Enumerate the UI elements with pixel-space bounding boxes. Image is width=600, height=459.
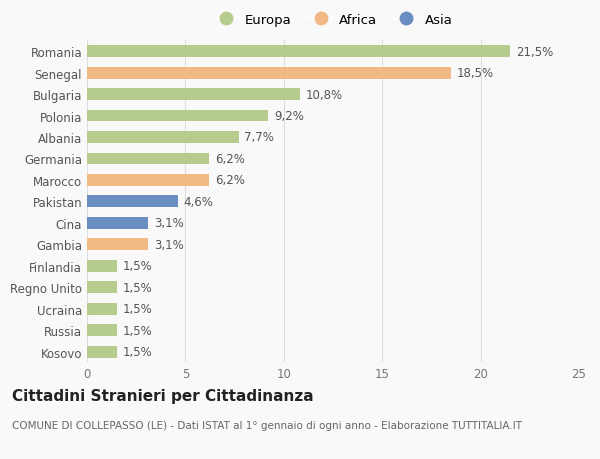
Bar: [87, 153, 209, 165]
Bar: [87, 46, 510, 58]
Bar: [87, 132, 239, 144]
Bar: [87, 346, 116, 358]
Bar: [87, 282, 116, 294]
Text: 1,5%: 1,5%: [122, 281, 152, 294]
Bar: [87, 239, 148, 251]
Text: 7,7%: 7,7%: [244, 131, 274, 144]
Text: COMUNE DI COLLEPASSO (LE) - Dati ISTAT al 1° gennaio di ogni anno - Elaborazione: COMUNE DI COLLEPASSO (LE) - Dati ISTAT a…: [12, 420, 522, 430]
Text: Cittadini Stranieri per Cittadinanza: Cittadini Stranieri per Cittadinanza: [12, 388, 314, 403]
Text: 21,5%: 21,5%: [516, 45, 553, 58]
Text: 3,1%: 3,1%: [154, 217, 184, 230]
Text: 6,2%: 6,2%: [215, 153, 245, 166]
Bar: [87, 325, 116, 336]
Text: 1,5%: 1,5%: [122, 302, 152, 315]
Text: 1,5%: 1,5%: [122, 260, 152, 273]
Bar: [87, 303, 116, 315]
Legend: Europa, Africa, Asia: Europa, Africa, Asia: [211, 11, 455, 29]
Text: 6,2%: 6,2%: [215, 174, 245, 187]
Text: 10,8%: 10,8%: [305, 89, 343, 101]
Bar: [87, 89, 299, 101]
Bar: [87, 67, 451, 79]
Bar: [87, 110, 268, 122]
Bar: [87, 196, 178, 208]
Text: 9,2%: 9,2%: [274, 110, 304, 123]
Bar: [87, 174, 209, 186]
Text: 1,5%: 1,5%: [122, 346, 152, 358]
Bar: [87, 218, 148, 229]
Text: 4,6%: 4,6%: [184, 196, 214, 208]
Bar: [87, 260, 116, 272]
Text: 18,5%: 18,5%: [457, 67, 494, 80]
Text: 1,5%: 1,5%: [122, 324, 152, 337]
Text: 3,1%: 3,1%: [154, 238, 184, 251]
